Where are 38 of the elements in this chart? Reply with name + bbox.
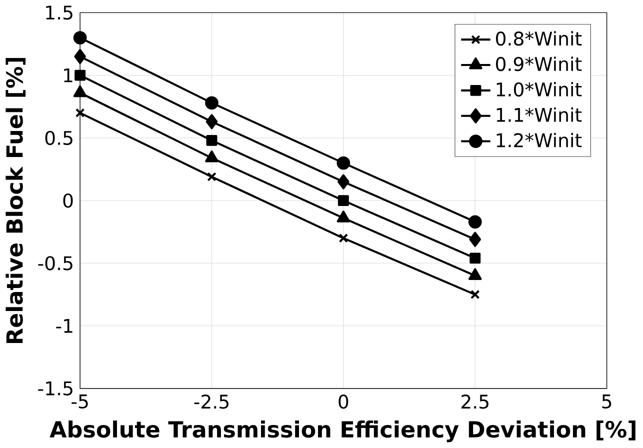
point xyxy=(470,252,481,264)
point xyxy=(207,172,216,182)
x-tick-label: -2.5 xyxy=(194,394,228,409)
point xyxy=(336,156,350,170)
y-tick-label: 0.5 xyxy=(45,130,72,146)
point xyxy=(468,268,482,280)
x-tick-label: 0 xyxy=(338,394,348,409)
point xyxy=(74,49,86,64)
point xyxy=(73,31,87,44)
x-axis-title: Absolute Transmission Efficiency Deviation [%] xyxy=(50,420,636,442)
x-tick-label: 5 xyxy=(602,394,612,409)
point xyxy=(338,234,348,243)
point xyxy=(206,135,218,146)
point xyxy=(470,290,480,300)
legend-label: 0.8*Winit xyxy=(496,31,582,46)
y-tick-label: 1 xyxy=(64,68,72,82)
point xyxy=(75,108,85,118)
point xyxy=(338,174,350,190)
y-tick-label: -1.5 xyxy=(38,382,72,396)
point xyxy=(468,215,482,229)
point xyxy=(74,70,86,81)
y-tick-label: 1.5 xyxy=(46,6,72,20)
legend-label: 1.0*Winit xyxy=(496,82,582,97)
y-tick-label: -1 xyxy=(56,319,72,333)
legend-label: 1.2*Winit xyxy=(496,132,582,148)
point xyxy=(205,150,218,162)
point xyxy=(469,232,482,247)
y-tick-label: -0.5 xyxy=(38,256,72,270)
point xyxy=(336,210,350,222)
x-tick-label: -5 xyxy=(72,394,88,409)
y-tick-label: 0 xyxy=(63,194,73,208)
y-axis-title: Relative Block Fuel [%] xyxy=(6,58,26,344)
legend-label: 0.9*Winit xyxy=(496,56,582,72)
point xyxy=(206,114,218,130)
x-tick-label: 2.5 xyxy=(462,394,488,409)
point xyxy=(338,195,349,206)
point xyxy=(205,96,218,110)
legend-label: 1.1*Winit xyxy=(496,107,582,122)
